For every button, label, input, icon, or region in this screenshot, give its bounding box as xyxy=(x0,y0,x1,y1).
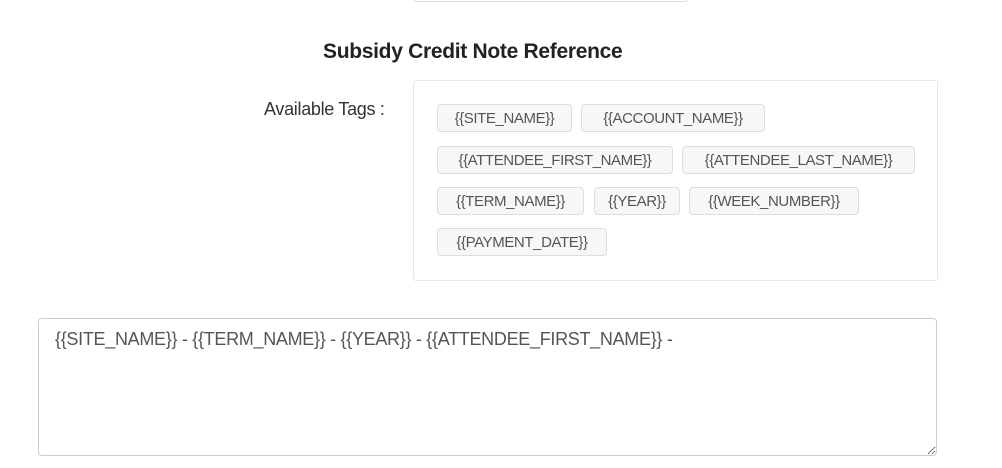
tag-year[interactable]: {{YEAR}} xyxy=(594,187,680,215)
tag-attendee-last-name[interactable]: {{ATTENDEE_LAST_NAME}} xyxy=(682,146,915,174)
tag-site-name[interactable]: {{SITE_NAME}} xyxy=(437,104,572,132)
tag-week-number[interactable]: {{WEEK_NUMBER}} xyxy=(689,187,859,215)
previous-field[interactable] xyxy=(413,0,689,2)
available-tags-panel xyxy=(413,80,938,281)
tag-payment-date[interactable]: {{PAYMENT_DATE}} xyxy=(437,228,607,256)
tag-account-name[interactable]: {{ACCOUNT_NAME}} xyxy=(581,104,765,132)
section-title: Subsidy Credit Note Reference xyxy=(323,40,623,63)
reference-textarea[interactable]: {{SITE_NAME}} - {{TERM_NAME}} - {{YEAR}}… xyxy=(38,318,937,456)
tag-attendee-first-name[interactable]: {{ATTENDEE_FIRST_NAME}} xyxy=(437,146,673,174)
tag-term-name[interactable]: {{TERM_NAME}} xyxy=(437,187,584,215)
available-tags-label: Available Tags : xyxy=(264,99,385,119)
